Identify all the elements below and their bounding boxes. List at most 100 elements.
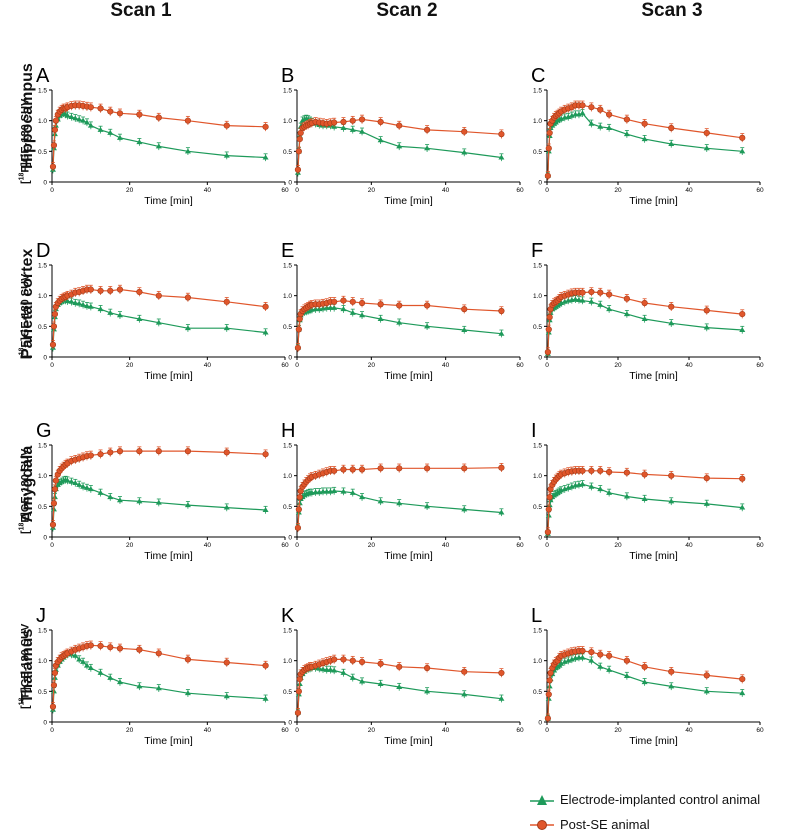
data-point-post-se xyxy=(461,306,468,313)
data-point-post-se xyxy=(358,658,366,665)
data-point-post-se xyxy=(136,288,143,296)
y-tick-label: 0 xyxy=(288,720,292,727)
x-axis-label: Time [min] xyxy=(384,735,433,747)
data-point-post-se xyxy=(87,452,94,459)
data-point-control xyxy=(349,309,356,315)
data-point-control xyxy=(64,477,71,483)
data-point-control xyxy=(87,303,94,309)
data-point-control xyxy=(76,300,83,306)
data-point-control xyxy=(136,139,143,145)
data-point-control xyxy=(597,663,604,669)
data-point-post-se xyxy=(544,172,551,179)
data-point-post-se xyxy=(50,323,58,330)
data-point-control xyxy=(579,654,586,660)
data-point-control xyxy=(498,695,505,701)
data-point-post-se xyxy=(331,119,338,126)
data-point-control xyxy=(641,315,648,321)
data-point-post-se xyxy=(396,122,403,129)
x-tick-label: 60 xyxy=(756,542,764,549)
data-point-post-se xyxy=(349,657,356,664)
data-point-control xyxy=(606,125,613,131)
data-point-post-se xyxy=(641,299,648,307)
data-point-post-se xyxy=(641,120,648,127)
data-point-post-se xyxy=(107,449,114,456)
data-point-post-se xyxy=(739,475,746,482)
x-tick-label: 0 xyxy=(545,727,549,734)
legend-post-se: Post-SE animal xyxy=(530,817,650,832)
data-point-post-se xyxy=(588,467,595,474)
data-point-post-se xyxy=(136,111,143,118)
data-point-control xyxy=(359,128,366,134)
y-tick-label: 1.5 xyxy=(533,443,542,450)
data-point-control xyxy=(184,502,191,508)
data-point-post-se xyxy=(641,663,648,670)
data-point-post-se xyxy=(498,669,505,677)
data-point-post-se xyxy=(155,650,162,657)
x-axis-label: Time [min] xyxy=(144,195,193,207)
data-point-control xyxy=(703,324,710,330)
data-point-post-se xyxy=(223,122,230,129)
panel-letter: C xyxy=(531,65,545,87)
data-point-post-se xyxy=(340,118,347,125)
data-point-control xyxy=(83,119,90,125)
data-point-control xyxy=(107,129,114,135)
data-point-control xyxy=(136,315,143,321)
data-point-control xyxy=(340,669,347,675)
data-point-control xyxy=(579,110,586,116)
x-tick-label: 40 xyxy=(442,542,450,549)
data-point-control xyxy=(223,325,230,331)
y-tick-label: 1.0 xyxy=(38,658,47,665)
data-point-control xyxy=(668,683,675,689)
y-tick-label: 1.0 xyxy=(38,473,47,480)
y-tick-label: 0.5 xyxy=(38,504,47,511)
x-tick-label: 40 xyxy=(204,542,212,549)
data-point-control xyxy=(396,143,403,149)
y-tick-label: 0 xyxy=(43,720,47,727)
data-point-control xyxy=(107,494,114,500)
data-point-post-se xyxy=(358,116,366,123)
x-tick-label: 0 xyxy=(50,362,54,369)
panel-j: J 0 0.5 1.0 1.5 0 20 40 60 Time [min] xyxy=(36,605,289,747)
x-tick-label: 40 xyxy=(442,187,450,194)
data-point-control xyxy=(80,483,87,489)
y-tick-label: 1.5 xyxy=(283,88,292,95)
data-point-control xyxy=(80,301,87,307)
data-point-control xyxy=(76,116,83,122)
data-point-control xyxy=(262,329,269,335)
data-point-control xyxy=(572,296,579,302)
data-point-control xyxy=(424,323,431,329)
panel-f: F 0 0.5 1.0 1.5 0 20 40 60 Time [min] xyxy=(531,240,764,382)
column-title-scan-1: Scan 1 xyxy=(110,0,172,21)
y-tick-label: 1.0 xyxy=(283,658,292,665)
data-point-control xyxy=(223,693,230,699)
data-point-control xyxy=(579,297,586,303)
panel-k: K 0 0.5 1.0 1.5 0 20 40 60 Time [min] xyxy=(281,605,524,747)
data-point-control xyxy=(72,115,79,121)
data-point-control xyxy=(558,660,565,666)
data-point-post-se xyxy=(294,524,302,531)
series-line-control xyxy=(297,667,502,713)
data-point-post-se xyxy=(668,668,675,675)
panel-c: C 0 0.5 1.0 1.5 0 20 40 60 Time [min] xyxy=(531,65,764,207)
data-point-control xyxy=(739,504,746,510)
data-point-post-se xyxy=(377,465,384,472)
x-tick-label: 60 xyxy=(516,542,524,549)
data-point-control xyxy=(498,154,505,160)
data-point-post-se xyxy=(331,656,338,663)
data-point-control xyxy=(97,489,104,495)
data-point-control xyxy=(424,145,431,151)
data-point-post-se xyxy=(377,660,384,667)
y-tick-label: 1.0 xyxy=(38,293,47,300)
x-tick-label: 0 xyxy=(295,542,299,549)
y-tick-label: 1.0 xyxy=(38,118,47,125)
data-point-control xyxy=(97,669,104,675)
data-point-post-se xyxy=(498,131,505,138)
data-point-post-se xyxy=(51,486,59,493)
data-point-control xyxy=(588,120,595,126)
data-point-post-se xyxy=(331,298,338,305)
data-point-control xyxy=(184,148,191,154)
data-point-post-se xyxy=(136,448,143,455)
data-point-post-se xyxy=(641,471,648,478)
panel-letter: K xyxy=(281,605,295,627)
data-point-post-se xyxy=(184,656,192,663)
